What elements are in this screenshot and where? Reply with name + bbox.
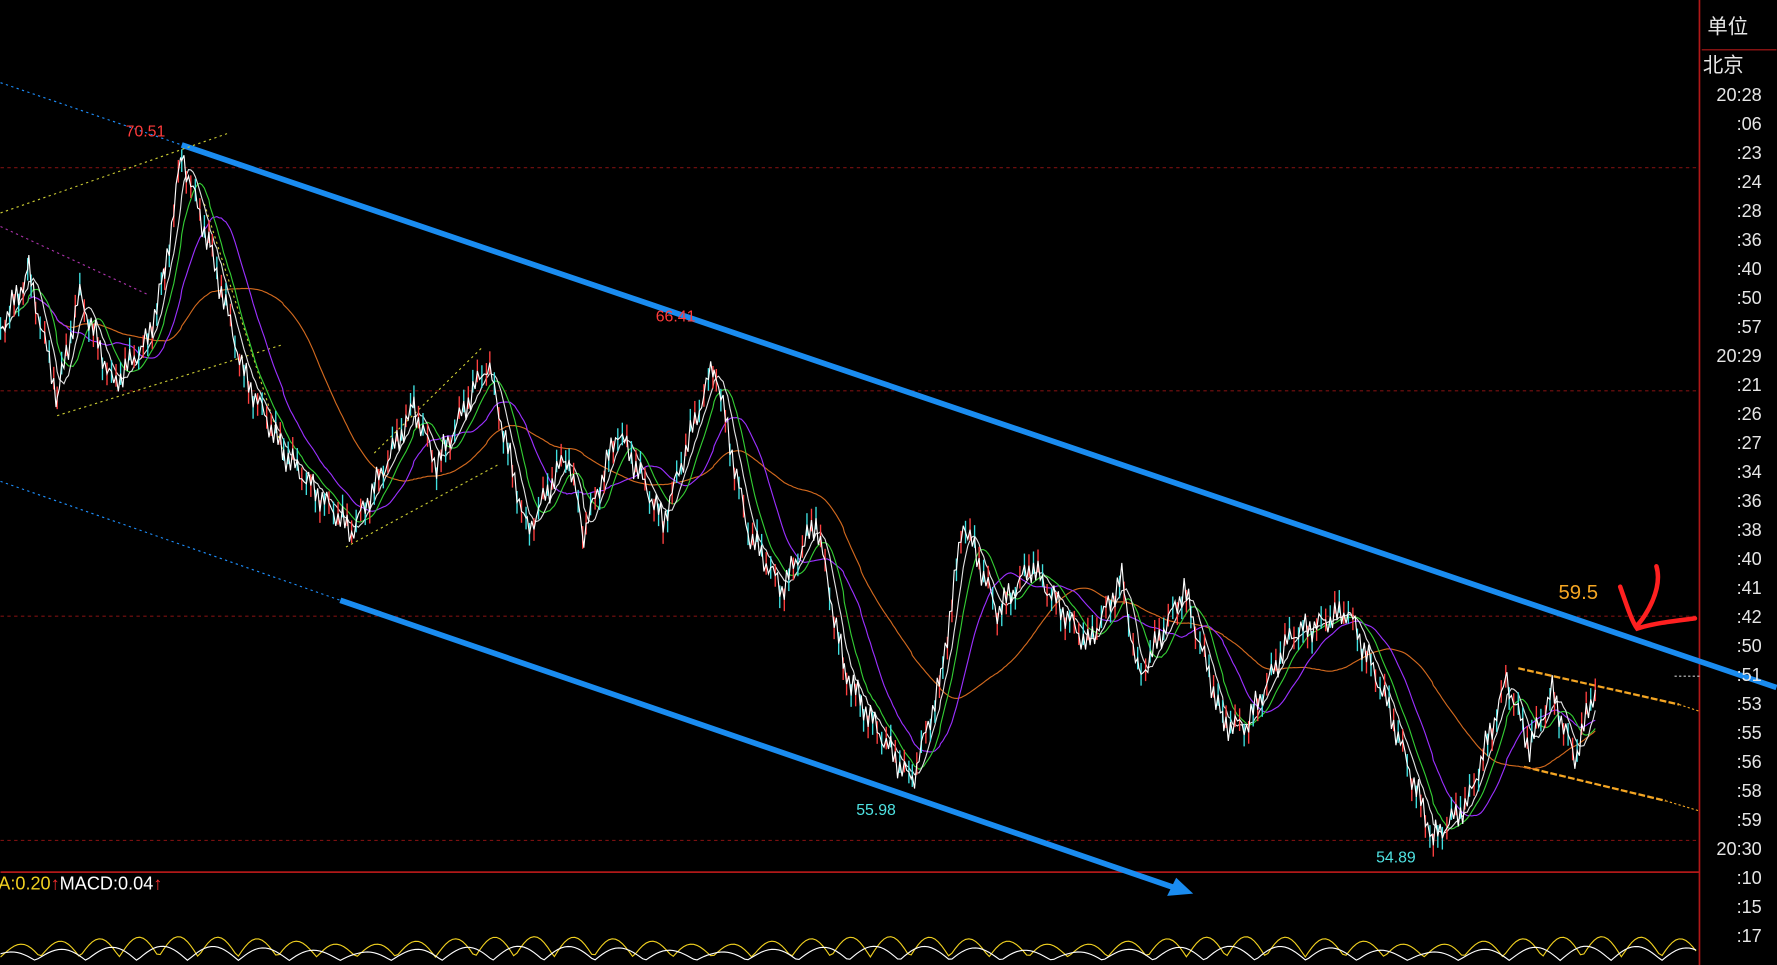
time-label: :40 (1737, 549, 1762, 569)
time-label: :57 (1737, 317, 1762, 337)
channel-line (0, 82, 182, 146)
time-axis: 20:28 :06 :23 :24 :28 :36 :40 :50 :57 20:29 :21 :26… (1716, 85, 1761, 946)
hand-drawn-arrow (1617, 564, 1698, 632)
time-label: :21 (1737, 375, 1762, 395)
time-label: :27 (1737, 433, 1762, 453)
time-label: 20:29 (1716, 346, 1761, 366)
time-label: :53 (1737, 694, 1762, 714)
indicator-arrow: ↑ (51, 873, 60, 893)
low-label: 54.89 (1376, 850, 1416, 867)
guide-line (203, 203, 285, 454)
projection-tail (1665, 800, 1700, 812)
price-series (0, 149, 1596, 857)
time-label: :17 (1737, 926, 1762, 946)
time-label: :23 (1737, 143, 1762, 163)
channel-lower (339, 597, 1180, 892)
time-label: :55 (1737, 723, 1762, 743)
guide-line (345, 463, 500, 548)
time-label: 20:30 (1716, 839, 1761, 859)
time-label: :58 (1737, 781, 1762, 801)
indicator-arrow: ↑ (153, 873, 162, 893)
low-label: 55.98 (856, 802, 896, 819)
axis-zone: 北京 (1703, 54, 1744, 77)
time-label: :34 (1737, 462, 1762, 482)
moving-average (0, 216, 1596, 817)
guide-line (0, 133, 228, 214)
price-line (0, 155, 1596, 846)
moving-average (0, 168, 1596, 835)
time-label: :40 (1737, 259, 1762, 279)
time-label: :56 (1737, 752, 1762, 772)
high-label: 66.41 (656, 308, 696, 325)
projection-tail (1678, 703, 1700, 712)
channel-upper (180, 142, 1777, 691)
time-label: :26 (1737, 404, 1762, 424)
time-label: :10 (1737, 868, 1762, 888)
projection-arrow (1517, 667, 1680, 706)
trend-channels (0, 82, 1777, 896)
projection-arrow (1523, 765, 1666, 802)
time-label: :41 (1737, 578, 1762, 598)
time-label: :28 (1737, 201, 1762, 221)
arrow-head (1167, 877, 1194, 896)
time-label: :15 (1737, 897, 1762, 917)
time-label: :36 (1737, 491, 1762, 511)
high-label: 70.51 (126, 124, 166, 141)
time-label: :59 (1737, 810, 1762, 830)
time-label: :24 (1737, 172, 1762, 192)
guide-line (373, 347, 483, 454)
macd-panel (0, 936, 1697, 962)
time-label: :06 (1737, 114, 1762, 134)
moving-average (0, 182, 1596, 830)
signal-line (0, 945, 1697, 962)
indicator-legend: A:0.20↑MACD:0.04↑ (0, 873, 162, 893)
indicator-value: MACD:0.04 (60, 873, 154, 893)
macd-line (0, 936, 1697, 959)
time-label: 20:28 (1716, 85, 1761, 105)
guide-line (56, 343, 284, 417)
time-label: :51 (1737, 665, 1762, 685)
time-label: :50 (1737, 288, 1762, 308)
time-label: :36 (1737, 230, 1762, 250)
moving-average (0, 287, 1596, 770)
time-label: :38 (1737, 520, 1762, 540)
target-label: 59.5 (1558, 582, 1598, 604)
indicator-value: A:0.20 (0, 873, 51, 893)
time-label: :42 (1737, 607, 1762, 627)
time-label: :50 (1737, 636, 1762, 656)
axis-header: 单位 (1707, 16, 1748, 39)
guide-line (0, 226, 148, 295)
